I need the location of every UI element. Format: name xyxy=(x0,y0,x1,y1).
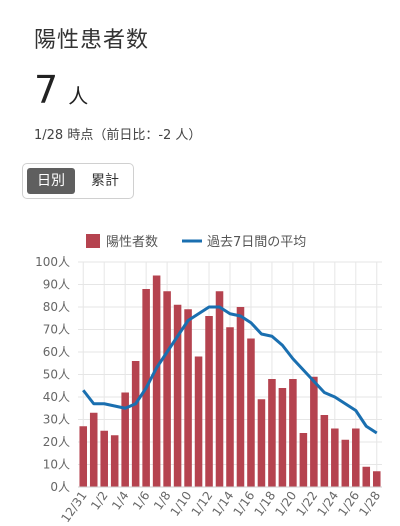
bar xyxy=(257,399,266,487)
bar xyxy=(372,471,381,487)
bar xyxy=(215,291,224,487)
x-tick-label: 12/31 xyxy=(58,489,89,525)
bar xyxy=(299,433,308,487)
bar xyxy=(121,392,129,487)
x-tick-label: 1/10 xyxy=(168,489,195,519)
average-line xyxy=(82,305,378,435)
bar xyxy=(152,275,161,487)
y-tick-label: 30人 xyxy=(43,413,70,427)
y-tick-label: 40人 xyxy=(43,390,70,404)
legend-label-line: 過去7日間の平均 xyxy=(207,235,306,250)
y-tick-label: 60人 xyxy=(43,345,70,359)
x-tick-label: 1/22 xyxy=(293,489,320,519)
bar xyxy=(352,428,360,487)
x-tick-label: 1/6 xyxy=(130,489,153,513)
y-tick-label: 0人 xyxy=(50,480,70,494)
bar xyxy=(289,379,297,487)
legend-swatch-bars xyxy=(86,234,100,248)
y-tick-label: 10人 xyxy=(43,458,70,472)
y-tick-label: 70人 xyxy=(43,323,70,337)
x-tick-label: 1/20 xyxy=(272,489,299,519)
y-tick-label: 50人 xyxy=(43,368,70,382)
bar xyxy=(79,426,88,487)
bar xyxy=(310,376,318,487)
y-tick-label: 20人 xyxy=(43,435,70,449)
as-of-subtitle: 1/28 時点（前日比：-2 人） xyxy=(34,128,202,143)
x-tick-label: 1/26 xyxy=(335,489,362,519)
x-tick-label: 1/12 xyxy=(189,489,216,519)
bar xyxy=(331,428,339,487)
bar xyxy=(194,356,203,487)
x-tick-label: 1/28 xyxy=(356,489,383,519)
bar xyxy=(362,466,371,487)
x-tick-label: 1/18 xyxy=(251,489,278,519)
bar xyxy=(173,304,182,487)
daily-toggle-button[interactable]: 日別 xyxy=(27,168,75,194)
cumulative-toggle-button[interactable]: 累計 xyxy=(91,173,119,189)
bar xyxy=(89,412,98,487)
count-unit: 人 xyxy=(68,84,89,108)
x-tick-label: 1/4 xyxy=(109,489,132,513)
y-tick-label: 100人 xyxy=(35,255,70,269)
bar xyxy=(268,379,276,487)
x-tick-label: 1/14 xyxy=(210,489,237,519)
count-value: 7 xyxy=(34,68,59,112)
bar xyxy=(226,327,234,487)
x-tick-label: 1/16 xyxy=(230,489,257,519)
bar xyxy=(278,388,287,487)
bar xyxy=(205,316,213,487)
x-tick-label: 1/2 xyxy=(88,489,111,513)
legend-label-bars: 陽性者数 xyxy=(106,235,158,250)
bar xyxy=(247,338,255,487)
bar xyxy=(163,291,171,487)
bar xyxy=(110,435,119,487)
bar xyxy=(131,361,140,487)
bar xyxy=(320,415,329,487)
view-toggle: 日別 累計 xyxy=(22,163,134,199)
y-tick-label: 80人 xyxy=(43,300,70,314)
bar xyxy=(236,307,245,487)
x-tick-label: 1/24 xyxy=(314,489,341,519)
y-tick-label: 90人 xyxy=(43,278,70,292)
bar xyxy=(341,439,350,487)
bar xyxy=(100,430,108,487)
bar xyxy=(184,309,192,487)
page-title: 陽性患者数 xyxy=(34,28,150,53)
